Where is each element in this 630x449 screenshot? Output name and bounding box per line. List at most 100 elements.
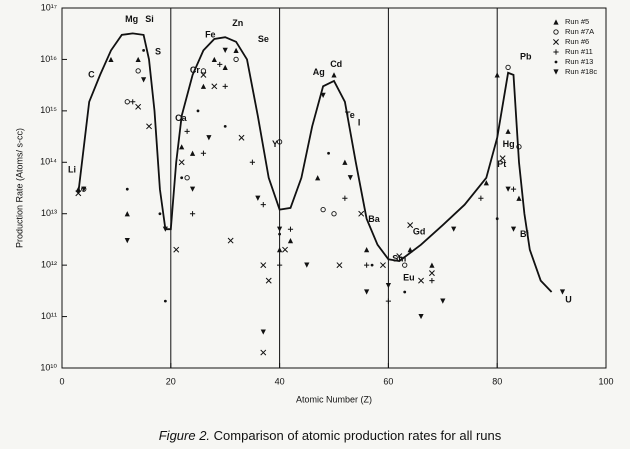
legend-label: Run #11 <box>565 47 593 56</box>
legend-marker <box>553 29 559 35</box>
point <box>396 253 403 260</box>
annotation: Mg <box>125 14 138 24</box>
point <box>81 186 87 192</box>
caption-text: Comparison of atomic production rates fo… <box>214 428 502 443</box>
point <box>327 151 330 155</box>
point <box>189 211 196 217</box>
y-axis-label: Production Rate (Atoms/ s-cc) <box>14 128 24 248</box>
point <box>418 313 424 320</box>
point <box>75 186 81 192</box>
y-tick-label: 10¹² <box>41 260 57 270</box>
point <box>217 61 223 68</box>
point <box>222 64 228 70</box>
x-tick-label: 40 <box>275 376 285 386</box>
annotation: U <box>565 294 572 304</box>
point <box>238 134 245 141</box>
point <box>347 175 353 181</box>
point <box>260 262 267 269</box>
point <box>223 124 227 128</box>
point <box>364 247 370 253</box>
point <box>180 176 184 180</box>
legend-marker <box>553 39 559 45</box>
point <box>200 68 207 74</box>
point <box>483 180 489 186</box>
y-tick-label: 10¹⁴ <box>40 157 57 167</box>
annotation: C <box>88 69 95 79</box>
point <box>505 128 511 134</box>
annotation: Ba <box>368 214 380 224</box>
point <box>287 226 294 232</box>
point <box>478 195 484 201</box>
y-tick-label: 10¹⁵ <box>40 105 57 115</box>
point <box>336 262 343 269</box>
point <box>277 247 283 253</box>
fit-curve <box>77 32 553 293</box>
point <box>342 159 348 165</box>
point <box>189 186 196 192</box>
point <box>304 262 310 268</box>
point <box>505 186 511 192</box>
point <box>163 299 167 303</box>
point <box>407 222 414 229</box>
annotation: Cr <box>190 65 200 75</box>
y-tick-label: 10¹⁷ <box>41 2 57 12</box>
point <box>125 187 129 191</box>
annotation: Te <box>345 110 355 120</box>
point <box>428 270 435 277</box>
x-tick-label: 20 <box>166 376 176 386</box>
point <box>179 144 185 150</box>
point <box>505 64 511 71</box>
point <box>265 277 272 284</box>
point <box>510 226 517 232</box>
point <box>108 56 114 63</box>
point <box>184 128 190 134</box>
point <box>494 72 500 78</box>
point <box>135 56 141 63</box>
point <box>196 109 200 113</box>
point <box>260 329 266 335</box>
point <box>200 83 207 89</box>
annotation: Cd <box>330 59 342 69</box>
point <box>233 56 239 63</box>
point <box>130 99 136 105</box>
annotation: Fe <box>205 29 216 39</box>
point <box>222 47 228 53</box>
point <box>124 211 130 217</box>
point <box>407 247 413 253</box>
point <box>516 195 522 201</box>
x-tick-label: 0 <box>59 376 64 386</box>
annotation: Y <box>272 139 278 149</box>
annotation: Se <box>258 34 269 44</box>
legend-marker <box>553 69 559 75</box>
legend-marker <box>553 49 559 55</box>
point <box>173 246 180 253</box>
point <box>315 175 321 181</box>
point <box>135 68 141 74</box>
point <box>227 237 234 244</box>
annotation: Zn <box>232 18 243 28</box>
point <box>124 238 130 244</box>
point <box>358 210 365 217</box>
point <box>222 83 228 89</box>
x-axis-label: Atomic Number (Z) <box>296 394 372 404</box>
point <box>451 226 457 232</box>
annotation: Eu <box>403 272 415 282</box>
point <box>385 283 391 289</box>
legend-label: Run #6 <box>565 37 589 46</box>
point <box>418 277 424 284</box>
legend-label: Run #13 <box>565 57 593 66</box>
point <box>277 262 283 268</box>
point <box>211 83 218 90</box>
annotation: Pb <box>520 52 532 62</box>
legend-marker <box>554 60 558 64</box>
legend-label: Run #7A <box>565 27 594 36</box>
annotation: Ca <box>175 113 187 123</box>
y-tick-label: 10¹⁶ <box>40 54 57 64</box>
legend-label: Run #18c <box>565 67 597 76</box>
y-tick-label: 10¹¹ <box>41 311 57 321</box>
point <box>282 246 288 253</box>
annotation: Sm <box>392 254 406 264</box>
point <box>278 232 281 236</box>
x-tick-label: 100 <box>598 376 613 386</box>
